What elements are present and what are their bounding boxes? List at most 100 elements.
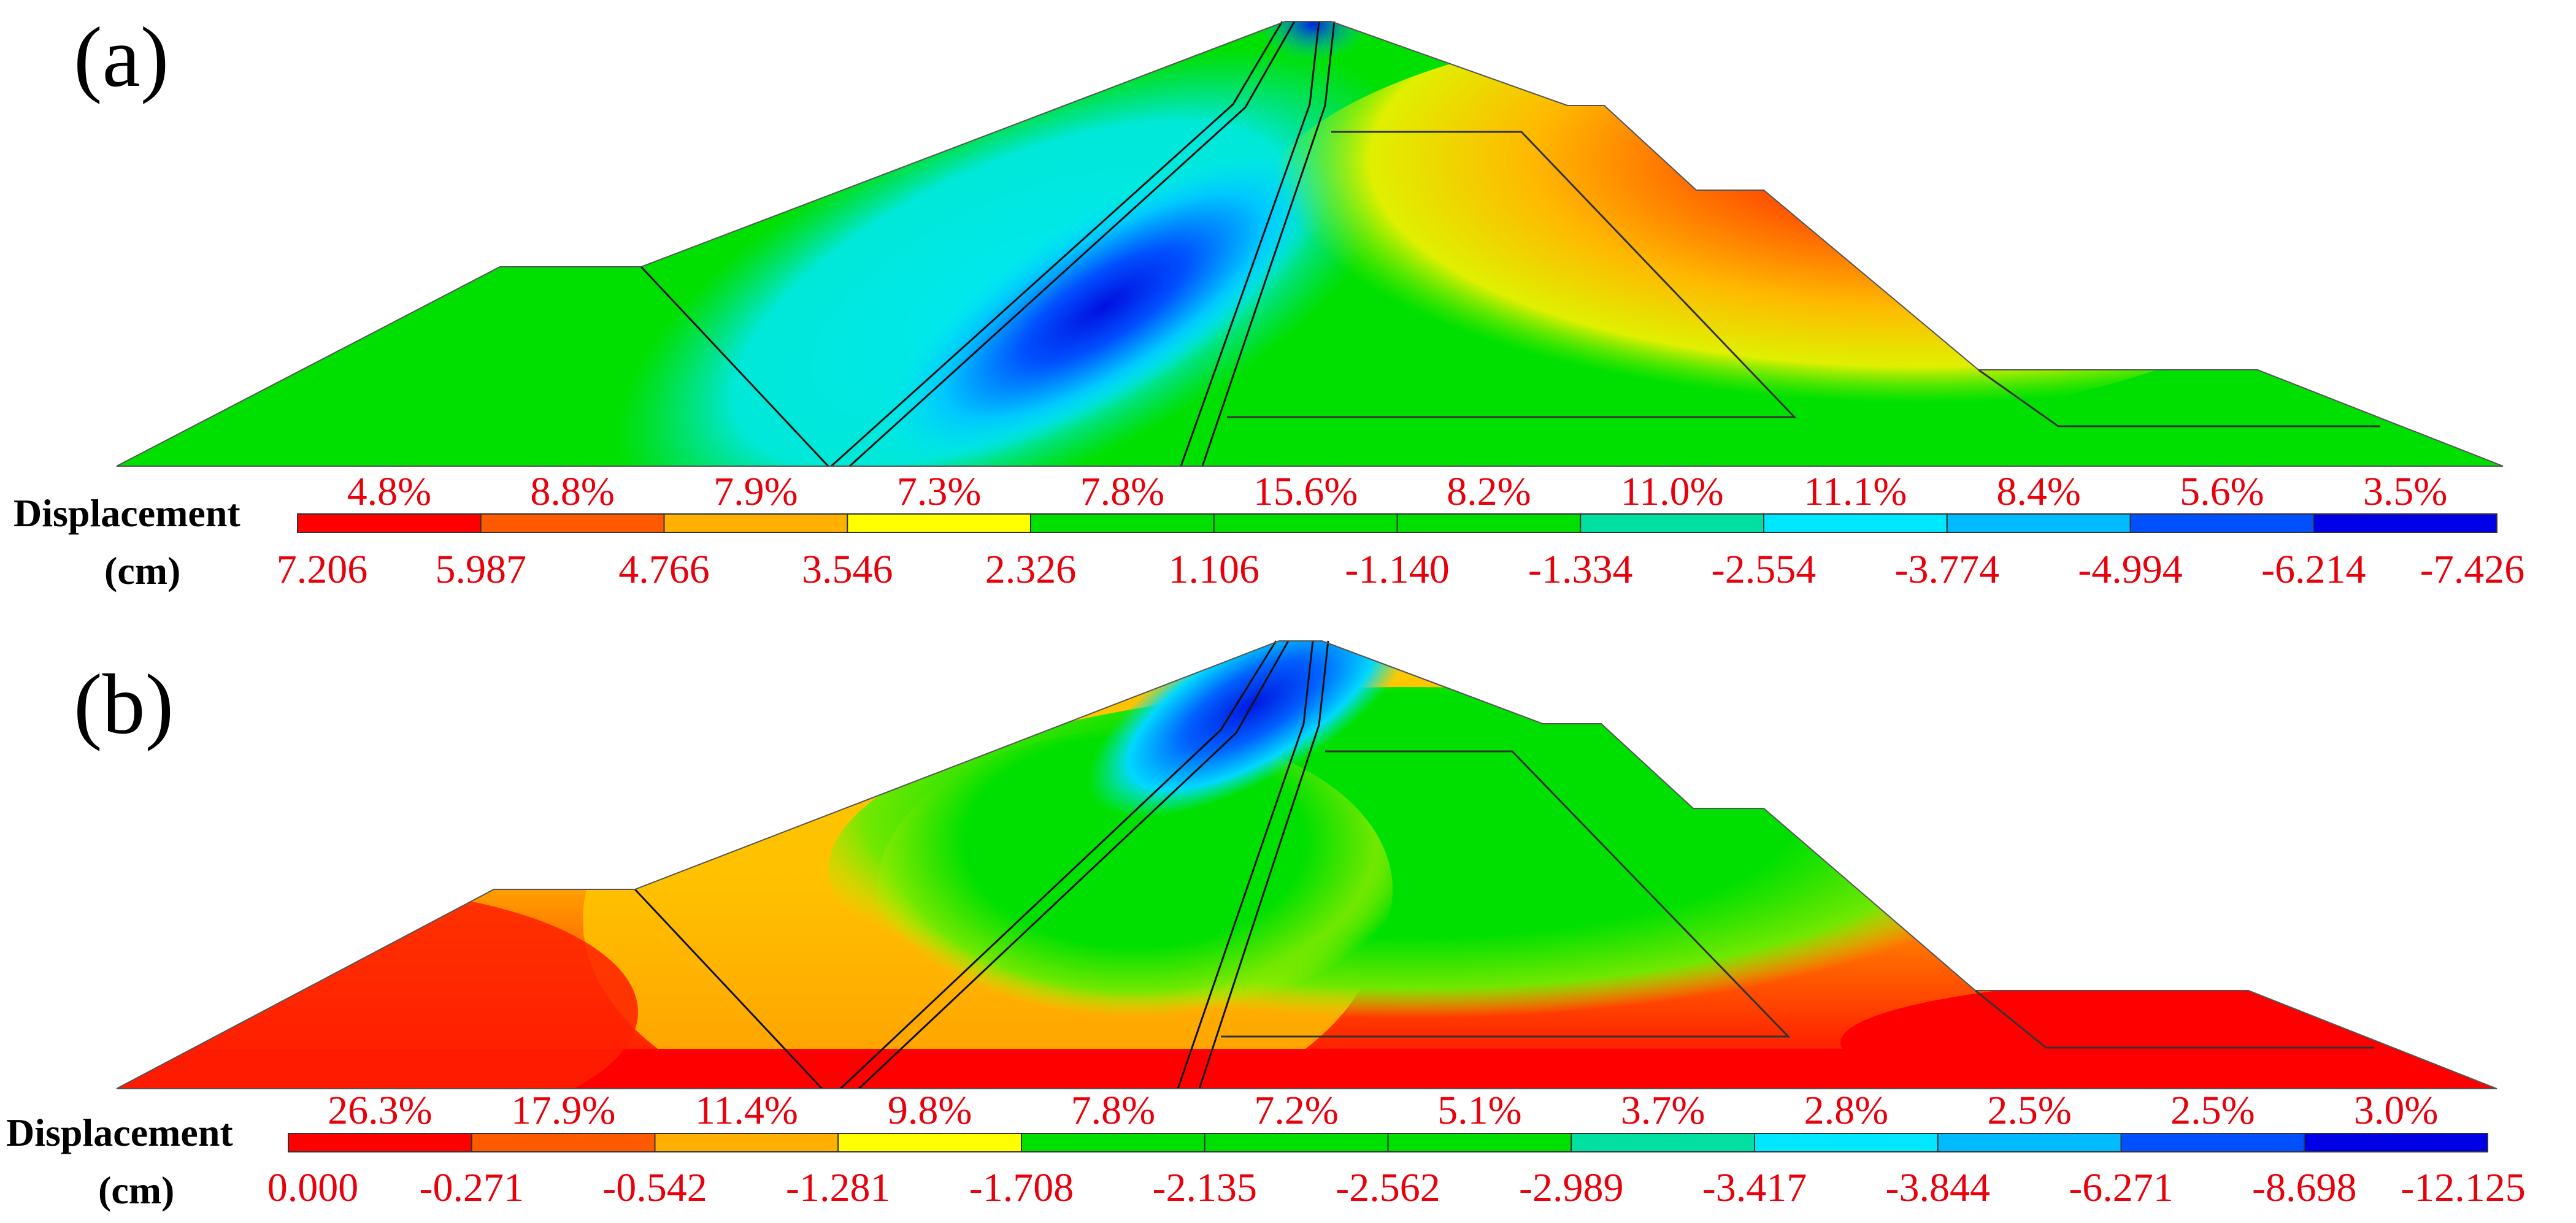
panel-b: (b) Displacement (cm) 26.3% 17.9% 11.4% 9.8…	[6, 640, 2526, 1212]
panel-a-colorbar-segment	[847, 513, 1031, 533]
panel-a-tick-label: 7.206	[277, 547, 368, 592]
panel-b-percentage-label: 2.8%	[1804, 1088, 1888, 1133]
panel-b-tick-label: -0.542	[602, 1165, 707, 1210]
panel-a-tick-label: -6.214	[2261, 547, 2366, 592]
panel-a-contour-field	[117, 21, 2503, 466]
panel-a-tick-label: 4.766	[618, 547, 710, 592]
panel-a-berm-zone	[1978, 369, 2380, 427]
panel-a-legend-title: Displacement	[13, 491, 240, 535]
panel-b-tick-label: -0.271	[420, 1165, 524, 1210]
panel-a-percentage-label: 8.2%	[1447, 469, 1531, 514]
panel-b-percentage-label: 11.4%	[695, 1088, 798, 1133]
panel-b-filter-right-2	[1198, 640, 1329, 1089]
panel-b-tick-label: -3.417	[1702, 1165, 1807, 1210]
panel-a-percentages: 4.8% 8.8% 7.9% 7.3% 7.8% 15.6% 8.2% 11.0% 11.1% 8…	[347, 469, 2448, 514]
panel-a-rockfill-zone	[1227, 131, 1797, 418]
panel-a-percentage-label: 7.3%	[897, 469, 981, 514]
panel-a-colorbar-segment	[480, 513, 665, 533]
panel-b-colorbar	[288, 1133, 2488, 1152]
panel-a-tick-label: 1.106	[1169, 547, 1260, 592]
panel-a-filter-left-2	[848, 21, 1296, 467]
panel-b-berm-zone	[1975, 989, 2374, 1049]
panel-a-filter-right	[1180, 21, 1320, 467]
panel-a-label: (a)	[74, 10, 169, 105]
panel-a-colorbar-segment	[1396, 513, 1582, 533]
panel-b-percentage-label: 2.5%	[2170, 1088, 2255, 1133]
panel-b-colorbar-segment	[1204, 1133, 1389, 1152]
panel-a-tick-label: -7.426	[2420, 547, 2524, 592]
panel-b-core-boundary	[634, 888, 823, 1090]
panel-a-colorbar-segment	[1030, 513, 1215, 533]
panel-a-tick-label: -1.334	[1528, 547, 1632, 592]
panel-b-colorbar-segment	[837, 1133, 1022, 1152]
panel-a-percentage-label: 15.6%	[1253, 469, 1358, 514]
panel-b-percentage-label: 3.0%	[2354, 1088, 2438, 1133]
panel-b-percentage-label: 9.8%	[888, 1088, 972, 1133]
panel-b-filter-left	[839, 640, 1277, 1090]
panel-b-colorbar-segment	[1937, 1133, 2122, 1152]
panel-a-percentage-label: 7.8%	[1080, 469, 1164, 514]
panel-b-filter-right	[1177, 640, 1314, 1089]
panel-a-tick-label: -4.994	[2078, 547, 2182, 592]
panel-b-dam-outline	[116, 640, 2497, 1089]
panel-b-percentage-label: 7.8%	[1071, 1088, 1155, 1133]
panel-b-colorbar-segment	[1571, 1133, 1755, 1152]
panel-a-filter-right-2	[1201, 21, 1336, 467]
panel-b-tick-label: -8.698	[2252, 1165, 2356, 1210]
panel-a-tick-labels: 7.206 5.987 4.766 3.546 2.326 1.106 -1.140 -1.3…	[277, 547, 2524, 592]
panel-a-percentage-label: 8.8%	[530, 469, 614, 514]
panel-a-percentage-label: 3.5%	[2363, 469, 2447, 514]
panel-b-tick-label: -12.125	[2401, 1165, 2525, 1210]
panel-b-colorbar-segment	[1387, 1133, 1572, 1152]
panel-a-percentage-label: 11.0%	[1621, 469, 1724, 514]
panel-b-colorbar-segment	[471, 1133, 656, 1152]
panel-b-percentages: 26.3% 17.9% 11.4% 9.8% 7.8% 7.2% 5.1% 3.7% 2.8% 2…	[328, 1088, 2438, 1133]
panel-b-percentage-label: 5.1%	[1437, 1088, 1521, 1133]
panel-a: (a) Displacement (cm) 4.8% 8.8% 7.9% 7.3% 7.…	[13, 10, 2524, 592]
panel-a-colorbar-segment	[1580, 513, 1764, 533]
panel-b-tick-label: -2.989	[1519, 1165, 1623, 1210]
panel-b-legend-unit: (cm)	[98, 1168, 174, 1212]
panel-a-colorbar-segment	[2129, 513, 2315, 533]
panel-b-tick-labels: 0.000 -0.271 -0.542 -1.281 -1.708 -2.135 -2.56…	[267, 1165, 2526, 1210]
panel-a-tick-label: -1.140	[1345, 547, 1449, 592]
panel-a-tick-label: -2.554	[1712, 547, 1816, 592]
panel-b-percentage-label: 3.7%	[1621, 1088, 1705, 1133]
panel-b-tick-label: -6.271	[2069, 1165, 2173, 1210]
panel-b-tick-label: -3.844	[1886, 1165, 1990, 1210]
panel-b-tick-label: 0.000	[267, 1165, 359, 1210]
panel-a-colorbar-segment	[1946, 513, 2131, 533]
panel-a-colorbar-segment	[297, 513, 482, 533]
panel-b-colorbar-segment	[1021, 1133, 1205, 1152]
panel-a-tick-label: 2.326	[985, 547, 1077, 592]
panel-b-colorbar-segment	[288, 1133, 472, 1152]
panel-b-tick-label: -2.135	[1153, 1165, 1257, 1210]
panel-a-percentage-label: 5.6%	[2180, 469, 2264, 514]
panel-b-colorbar-segment	[2120, 1133, 2305, 1152]
panel-b-percentage-label: 17.9%	[511, 1088, 615, 1133]
panel-b-filter-left-2	[858, 640, 1290, 1090]
panel-a-percentage-label: 8.4%	[1996, 469, 2080, 514]
panel-a-percentage-label: 11.1%	[1804, 469, 1907, 514]
panel-a-percentage-label: 4.8%	[347, 469, 431, 514]
panel-b-tick-label: -2.562	[1336, 1165, 1440, 1210]
panel-b-tick-label: -1.708	[969, 1165, 1074, 1210]
panel-b-percentage-label: 7.2%	[1254, 1088, 1338, 1133]
panel-b-legend-title: Displacement	[6, 1111, 233, 1154]
panel-b-colorbar-segment	[2304, 1133, 2488, 1152]
panel-a-filter-left	[830, 21, 1283, 467]
panel-a-percentage-label: 7.9%	[713, 469, 798, 514]
panel-b-rockfill-zone	[1221, 750, 1791, 1038]
panel-a-colorbar-segment	[663, 513, 848, 533]
panel-a-dam-outline	[116, 21, 2504, 467]
panel-a-tick-label: 3.546	[802, 547, 893, 592]
panel-a-colorbar-segment	[1763, 513, 1948, 533]
panel-b-percentage-label: 26.3%	[328, 1088, 432, 1133]
panel-a-colorbar-segment	[1213, 513, 1398, 533]
panel-a-colorbar-segment	[2313, 513, 2497, 533]
panel-b-colorbar-segment	[654, 1133, 839, 1152]
panel-b-tick-label: -1.281	[786, 1165, 890, 1210]
panel-b-colorbar-segment	[1754, 1133, 1939, 1152]
panel-a-tick-label: 5.987	[436, 547, 527, 592]
